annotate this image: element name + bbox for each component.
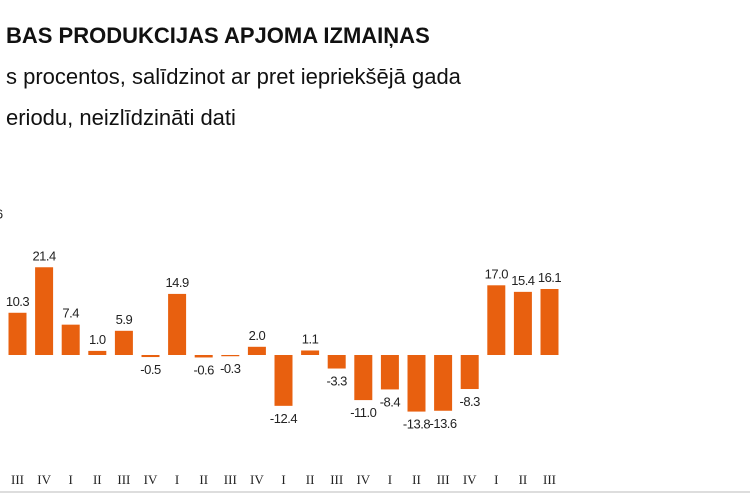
value-label: -13.6 [430, 416, 457, 431]
value-label: 15.4 [511, 273, 535, 288]
x-tick-label: IV [250, 472, 264, 487]
chart-subtitle: s procentos, salīdzinot ar pret iepriekš… [6, 64, 462, 89]
x-tick-label: II [412, 472, 421, 487]
bar [513, 291, 532, 355]
bar [247, 346, 266, 355]
value-label: 21.4 [32, 248, 56, 263]
bar [274, 355, 293, 406]
x-tick-label: I [69, 472, 73, 487]
chart-title: BAS PRODUKCIJAS APJOMA IZMAIŅAS [6, 23, 430, 48]
x-tick-label: II [93, 472, 102, 487]
x-tick-label: III [11, 472, 24, 487]
bar [114, 330, 133, 355]
value-label: -0.6 [193, 362, 214, 377]
value-label: 1.0 [89, 332, 106, 347]
x-tick-label: I [388, 472, 392, 487]
value-label: -3.3 [326, 374, 347, 389]
x-tick-label: III [117, 472, 130, 487]
bar [301, 350, 320, 355]
x-tick-label: IV [37, 472, 51, 487]
value-label: -12.4 [270, 411, 297, 426]
bar [61, 324, 80, 355]
bar [407, 355, 426, 412]
value-label: 5.9 [116, 312, 133, 327]
x-tick-label: III [330, 472, 343, 487]
bar [141, 355, 160, 358]
x-tick-label: IV [144, 472, 158, 487]
value-label: -8.4 [380, 394, 401, 409]
value-label: -13.8 [403, 417, 430, 432]
value-label: 14.9 [165, 275, 189, 290]
bar [221, 355, 240, 357]
value-label: -11.0 [350, 405, 376, 420]
value-label: 7.4 [62, 306, 79, 321]
x-tick-label: I [494, 472, 498, 487]
x-tick-label: III [543, 472, 556, 487]
value-label: 2.0 [249, 328, 266, 343]
bar [354, 355, 373, 401]
x-tick-label: I [175, 472, 179, 487]
bar [540, 288, 559, 355]
x-tick-label: II [199, 472, 208, 487]
bar [194, 355, 213, 358]
value-label: -0.3 [220, 361, 241, 376]
x-tick-label: IV [463, 472, 477, 487]
bar [487, 285, 506, 355]
value-label: 16.1 [538, 270, 562, 285]
bar [434, 355, 453, 411]
value-label: 1.1 [302, 331, 319, 346]
bar [35, 267, 54, 355]
value-label: 17.0 [485, 266, 509, 281]
x-tick-label: II [519, 472, 528, 487]
bar [168, 293, 187, 355]
bar [88, 350, 107, 355]
value-label: 31.6 [0, 206, 3, 221]
x-tick-label: IV [356, 472, 370, 487]
bar [8, 312, 27, 355]
value-label: 10.3 [6, 294, 30, 309]
value-label: -8.3 [459, 394, 480, 409]
bar [460, 355, 479, 390]
x-tick-label: II [306, 472, 315, 487]
x-tick-label: III [437, 472, 450, 487]
bar [327, 355, 346, 369]
value-label: -0.5 [140, 362, 161, 377]
bar [380, 355, 399, 390]
x-tick-label: III [224, 472, 237, 487]
chart-subtitle: eriodu, neizlīdzināti dati [6, 105, 236, 130]
x-tick-label: I [281, 472, 285, 487]
